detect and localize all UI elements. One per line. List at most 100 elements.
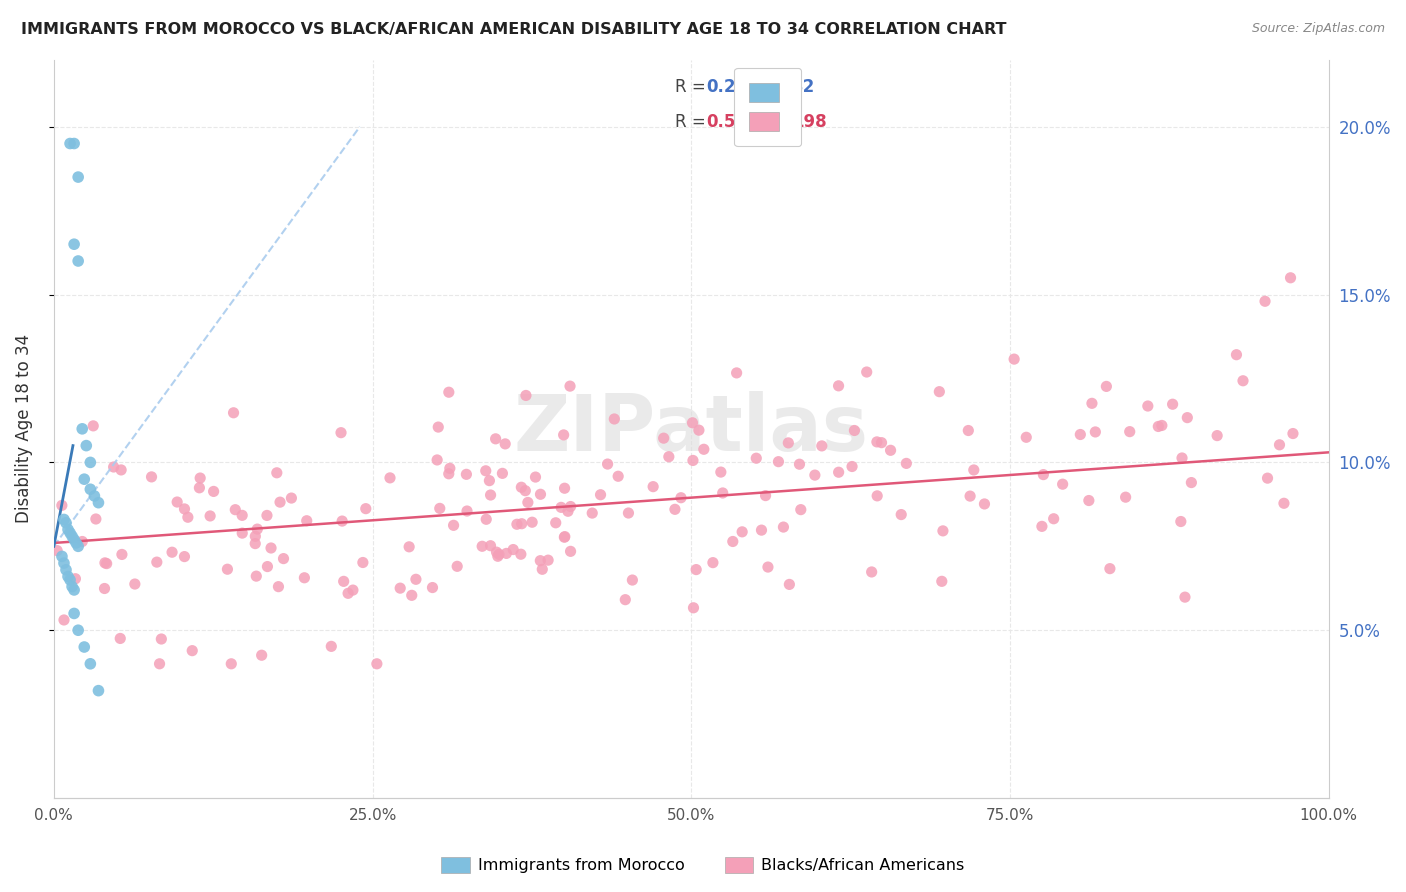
- Point: [56, 523, 79, 537]
- Point: [73, 472, 96, 486]
- Point: [87, 683, 110, 698]
- Point: [177, 510, 200, 524]
- Point: [231, 526, 253, 541]
- Point: [790, 502, 813, 516]
- Point: [550, 500, 572, 515]
- Point: [55, 516, 77, 530]
- Point: [67, 254, 90, 268]
- Point: [166, 495, 188, 509]
- Point: [471, 539, 494, 553]
- Point: [51, 549, 73, 564]
- Point: [87, 496, 110, 510]
- Point: [256, 559, 278, 574]
- Point: [75, 439, 97, 453]
- Point: [1052, 477, 1074, 491]
- Point: [60, 580, 83, 594]
- Text: N =: N =: [762, 112, 799, 131]
- Point: [269, 495, 291, 509]
- Point: [688, 423, 710, 437]
- Point: [669, 491, 692, 505]
- Point: [437, 467, 460, 481]
- Point: [124, 577, 146, 591]
- Point: [437, 385, 460, 400]
- Point: [1272, 496, 1295, 510]
- Point: [1069, 427, 1091, 442]
- Point: [1171, 450, 1194, 465]
- Point: [1095, 379, 1118, 393]
- Point: [506, 517, 529, 532]
- Point: [603, 412, 626, 426]
- Point: [59, 525, 82, 540]
- Point: [682, 453, 704, 467]
- Point: [352, 556, 374, 570]
- Point: [614, 592, 637, 607]
- Point: [59, 136, 82, 151]
- Point: [494, 437, 516, 451]
- Point: [957, 424, 980, 438]
- Point: [1180, 475, 1202, 490]
- Point: [245, 536, 267, 550]
- Legend: Immigrants from Morocco, Blacks/African Americans: Immigrants from Morocco, Blacks/African …: [434, 850, 972, 880]
- Point: [82, 418, 104, 433]
- Point: [280, 491, 302, 505]
- Point: [103, 460, 125, 475]
- Point: [60, 529, 83, 543]
- Point: [652, 431, 675, 445]
- Point: [621, 573, 644, 587]
- Point: [515, 388, 537, 402]
- Point: [515, 483, 537, 498]
- Point: [658, 450, 681, 464]
- Point: [330, 514, 353, 528]
- Text: 198: 198: [792, 112, 827, 131]
- Point: [553, 428, 575, 442]
- Point: [1119, 425, 1142, 439]
- Point: [398, 540, 420, 554]
- Point: [1282, 426, 1305, 441]
- Point: [79, 482, 101, 496]
- Point: [682, 600, 704, 615]
- Point: [1115, 490, 1137, 504]
- Point: [529, 487, 551, 501]
- Point: [217, 562, 239, 576]
- Text: 32: 32: [792, 78, 815, 96]
- Point: [378, 471, 401, 485]
- Point: [198, 508, 221, 523]
- Point: [53, 512, 76, 526]
- Legend: , : ,: [734, 68, 801, 146]
- Point: [181, 643, 204, 657]
- Point: [63, 533, 86, 547]
- Point: [502, 542, 524, 557]
- Point: [524, 470, 547, 484]
- Point: [1002, 352, 1025, 367]
- Point: [554, 530, 576, 544]
- Point: [486, 549, 509, 564]
- Point: [93, 582, 115, 596]
- Point: [65, 572, 87, 586]
- Point: [426, 453, 449, 467]
- Point: [553, 530, 575, 544]
- Point: [1098, 561, 1121, 575]
- Text: 0.593: 0.593: [707, 112, 759, 131]
- Point: [827, 379, 849, 393]
- Point: [273, 551, 295, 566]
- Point: [932, 524, 955, 538]
- Point: [67, 624, 90, 638]
- Point: [495, 546, 517, 560]
- Point: [148, 657, 170, 671]
- Point: [250, 648, 273, 663]
- Point: [443, 518, 465, 533]
- Point: [537, 553, 560, 567]
- Point: [1170, 515, 1192, 529]
- Point: [1042, 512, 1064, 526]
- Point: [596, 457, 619, 471]
- Point: [46, 543, 69, 558]
- Point: [79, 455, 101, 469]
- Text: IMMIGRANTS FROM MOROCCO VS BLACK/AFRICAN AMERICAN DISABILITY AGE 18 TO 34 CORREL: IMMIGRANTS FROM MOROCCO VS BLACK/AFRICAN…: [21, 22, 1007, 37]
- Point: [1257, 471, 1279, 485]
- Point: [405, 572, 427, 586]
- Point: [560, 500, 582, 514]
- Point: [79, 657, 101, 671]
- Point: [245, 569, 267, 583]
- Point: [693, 442, 716, 457]
- Point: [963, 463, 986, 477]
